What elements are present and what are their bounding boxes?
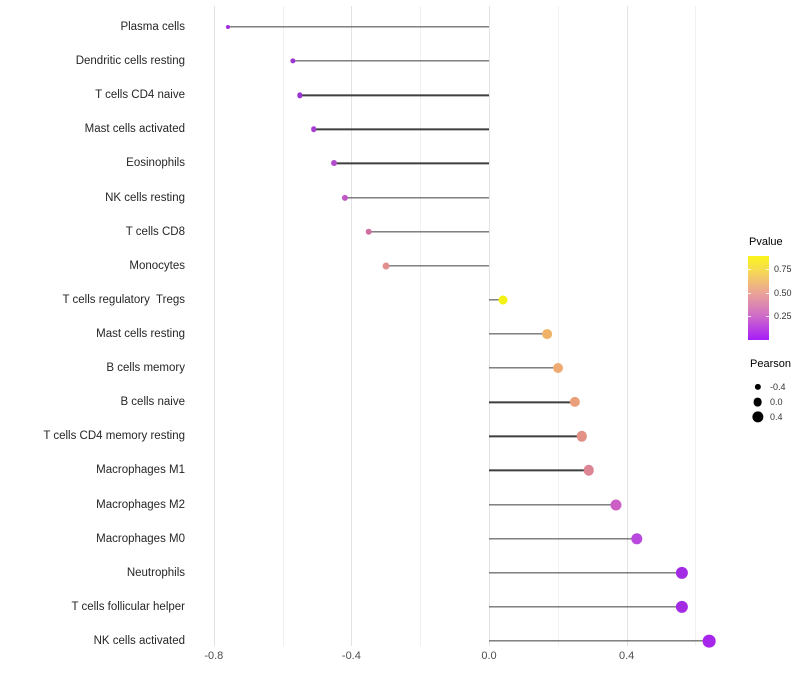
colorbar-tick	[766, 292, 769, 294]
grid-major-line	[213, 6, 215, 646]
stem-line	[489, 469, 589, 472]
category-label: NK cells activated	[93, 634, 185, 647]
x-tick-label: 0.4	[618, 650, 635, 662]
grid-major-line	[489, 6, 490, 646]
data-point	[576, 431, 588, 442]
colorbar-tick-label: 0.50	[774, 287, 792, 298]
category-label: Mast cells activated	[84, 123, 185, 136]
grid-major-line	[351, 6, 353, 646]
data-point	[631, 532, 643, 545]
category-label: Macrophages M2	[96, 498, 185, 511]
stem-line	[299, 94, 489, 96]
grid-minor-line	[420, 6, 422, 646]
category-label: Plasma cells	[120, 21, 185, 33]
category-label: T cells CD8	[125, 225, 185, 238]
stem-line	[292, 60, 489, 62]
stem-line	[489, 640, 710, 642]
pearson-legend-label: 0.4	[770, 412, 783, 422]
stem-line	[489, 435, 582, 437]
data-point	[225, 24, 230, 30]
stem-line	[489, 537, 637, 540]
category-label: B cells memory	[106, 362, 185, 375]
data-point	[583, 465, 595, 476]
data-point	[498, 295, 508, 305]
stem-line	[489, 367, 558, 369]
stem-line	[489, 606, 682, 608]
stem-line	[489, 503, 617, 506]
category-label: B cells naive	[120, 396, 185, 409]
x-tick-label: -0.8	[204, 650, 224, 662]
data-point	[297, 92, 303, 98]
pearson-legend-dot	[753, 397, 762, 407]
stem-line	[489, 572, 682, 574]
colorbar-tick	[766, 269, 769, 271]
category-label: Monocytes	[129, 259, 185, 272]
data-point	[290, 58, 296, 64]
grid-minor-line	[282, 6, 284, 646]
data-point	[675, 600, 688, 613]
data-point	[552, 363, 563, 374]
x-tick-label: -0.4	[341, 650, 361, 662]
colorbar-tick-label: 0.75	[774, 264, 792, 275]
data-point	[331, 160, 338, 167]
stem-line	[489, 299, 503, 301]
stem-line	[368, 231, 489, 233]
category-label: Eosinophils	[126, 157, 185, 170]
data-point	[382, 262, 390, 270]
pearson-legend-title: Pearson	[750, 358, 791, 370]
x-tick-label: 0.0	[481, 650, 497, 662]
data-point	[675, 566, 688, 579]
stem-line	[227, 26, 489, 28]
data-point	[310, 126, 317, 133]
category-label: Macrophages M1	[96, 464, 185, 477]
stem-line	[313, 128, 489, 130]
data-point	[702, 634, 716, 648]
grid-minor-line	[557, 6, 559, 646]
data-point	[569, 397, 581, 408]
colorbar-tick-label: 0.25	[774, 311, 792, 322]
colorbar-tick	[748, 269, 751, 271]
pearson-legend-label: -0.4	[770, 382, 786, 392]
pvalue-colorbar	[748, 256, 769, 340]
data-point	[365, 228, 372, 235]
stem-line	[489, 333, 548, 335]
data-point	[341, 194, 348, 201]
data-point	[610, 499, 622, 511]
pearson-legend-label: 0.0	[770, 397, 783, 407]
category-label: Macrophages M0	[96, 532, 185, 545]
category-label: T cells follicular helper	[71, 600, 185, 613]
category-label: Neutrophils	[126, 566, 185, 579]
category-label: Dendritic cells resting	[75, 55, 185, 68]
category-label: T cells CD4 naive	[95, 89, 185, 102]
colorbar-tick	[748, 316, 751, 318]
category-label: NK cells resting	[105, 191, 185, 204]
grid-major-line	[626, 6, 628, 646]
category-label: T cells CD4 memory resting	[43, 430, 185, 443]
pvalue-legend-title: Pvalue	[749, 236, 783, 248]
colorbar-tick	[748, 292, 751, 294]
data-point	[542, 329, 553, 339]
category-label: Mast cells resting	[96, 327, 185, 340]
stem-line	[489, 401, 575, 403]
colorbar-tick	[766, 316, 769, 318]
stem-line	[385, 265, 489, 267]
stem-line	[334, 162, 489, 165]
pearson-legend-dot	[754, 383, 761, 391]
grid-minor-line	[695, 6, 697, 646]
stem-line	[344, 196, 489, 199]
category-label: T cells regulatory Tregs	[62, 293, 185, 306]
pearson-legend-dot	[751, 411, 764, 423]
